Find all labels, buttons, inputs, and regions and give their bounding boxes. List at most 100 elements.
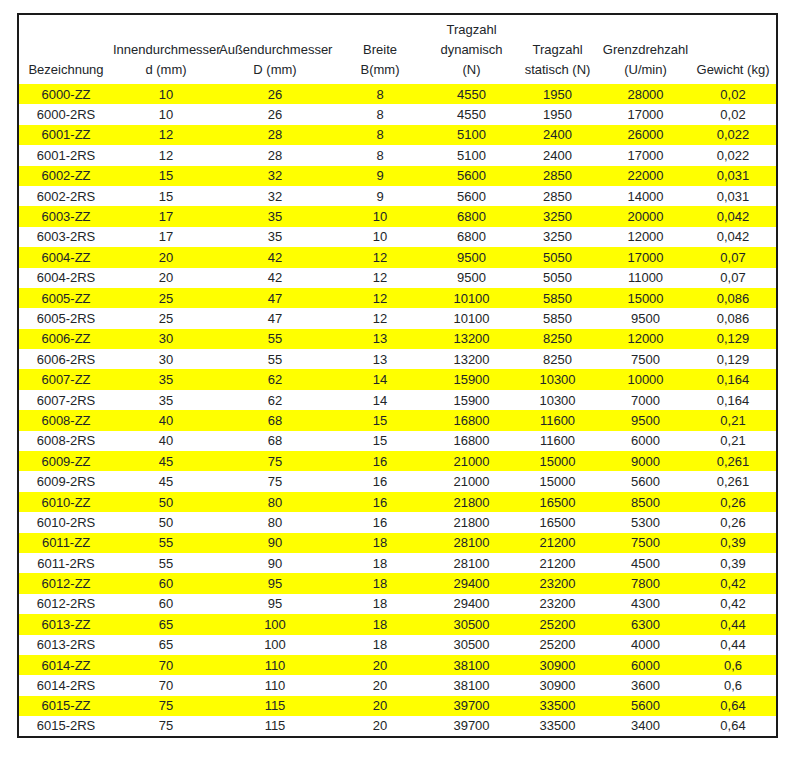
cell-aussendurchmesser: 75 xyxy=(219,451,331,471)
cell-innendurchmesser: 40 xyxy=(113,410,219,430)
cell-tragzahl-statisch: 30900 xyxy=(514,655,601,675)
header-line: Grenzdrehzahl xyxy=(601,40,690,60)
cell-breite: 13 xyxy=(331,349,429,369)
cell-breite: 9 xyxy=(331,166,429,186)
cell-tragzahl-dynamisch: 6800 xyxy=(429,227,514,247)
cell-bezeichnung: 6015-ZZ xyxy=(18,696,113,716)
cell-breite: 16 xyxy=(331,492,429,512)
col-header-gewicht: Gewicht (kg) xyxy=(690,14,777,84)
cell-aussendurchmesser: 68 xyxy=(219,431,331,451)
header-line: B(mm) xyxy=(331,60,429,80)
cell-gewicht: 0,129 xyxy=(690,349,777,369)
cell-tragzahl-statisch: 21200 xyxy=(514,533,601,553)
cell-aussendurchmesser: 95 xyxy=(219,594,331,614)
cell-breite: 8 xyxy=(331,125,429,145)
cell-bezeichnung: 6010-ZZ xyxy=(18,492,113,512)
cell-tragzahl-statisch: 15000 xyxy=(514,471,601,491)
cell-gewicht: 0,07 xyxy=(690,268,777,288)
cell-innendurchmesser: 50 xyxy=(113,492,219,512)
cell-grenzdrehzahl: 11000 xyxy=(601,268,690,288)
cell-tragzahl-statisch: 10300 xyxy=(514,390,601,410)
cell-tragzahl-statisch: 8250 xyxy=(514,349,601,369)
cell-tragzahl-dynamisch: 29400 xyxy=(429,573,514,593)
cell-grenzdrehzahl: 12000 xyxy=(601,329,690,349)
cell-aussendurchmesser: 110 xyxy=(219,655,331,675)
cell-grenzdrehzahl: 7800 xyxy=(601,573,690,593)
cell-bezeichnung: 6006-ZZ xyxy=(18,329,113,349)
cell-gewicht: 0,6 xyxy=(690,675,777,695)
table-row: 6013-ZZ 65 100 18 30500 25200 6300 0,44 xyxy=(18,614,777,634)
bearing-spec-table: Bezeichnung Innendurchmesser d (mm) Auße… xyxy=(17,13,778,738)
cell-grenzdrehzahl: 17000 xyxy=(601,104,690,124)
cell-breite: 18 xyxy=(331,553,429,573)
cell-breite: 18 xyxy=(331,533,429,553)
cell-breite: 20 xyxy=(331,655,429,675)
cell-breite: 14 xyxy=(331,369,429,389)
cell-aussendurchmesser: 26 xyxy=(219,84,331,104)
table-row: 6011-ZZ 55 90 18 28100 21200 7500 0,39 xyxy=(18,533,777,553)
cell-innendurchmesser: 10 xyxy=(113,104,219,124)
table-row: 6002-2RS 15 32 9 5600 2850 14000 0,031 xyxy=(18,186,777,206)
cell-breite: 20 xyxy=(331,675,429,695)
table-row: 6012-ZZ 60 95 18 29400 23200 7800 0,42 xyxy=(18,573,777,593)
cell-bezeichnung: 6007-ZZ xyxy=(18,369,113,389)
cell-tragzahl-statisch: 30900 xyxy=(514,675,601,695)
table-row: 6014-2RS 70 110 20 38100 30900 3600 0,6 xyxy=(18,675,777,695)
cell-breite: 12 xyxy=(331,288,429,308)
cell-aussendurchmesser: 90 xyxy=(219,553,331,573)
cell-tragzahl-statisch: 2850 xyxy=(514,186,601,206)
cell-tragzahl-dynamisch: 9500 xyxy=(429,247,514,267)
cell-gewicht: 0,21 xyxy=(690,431,777,451)
cell-bezeichnung: 6006-2RS xyxy=(18,349,113,369)
cell-tragzahl-statisch: 25200 xyxy=(514,635,601,655)
cell-aussendurchmesser: 55 xyxy=(219,329,331,349)
cell-tragzahl-statisch: 15000 xyxy=(514,451,601,471)
cell-aussendurchmesser: 62 xyxy=(219,390,331,410)
cell-gewicht: 0,21 xyxy=(690,410,777,430)
cell-tragzahl-statisch: 21200 xyxy=(514,553,601,573)
cell-bezeichnung: 6012-ZZ xyxy=(18,573,113,593)
header-line: (N) xyxy=(429,60,514,80)
cell-breite: 12 xyxy=(331,268,429,288)
table-row: 6015-2RS 75 115 20 39700 33500 3400 0,64 xyxy=(18,716,777,736)
col-header-tragzahl-statisch: Tragzahl statisch (N) xyxy=(514,14,601,84)
table-row: 6007-ZZ 35 62 14 15900 10300 10000 0,164 xyxy=(18,369,777,389)
cell-innendurchmesser: 70 xyxy=(113,655,219,675)
cell-tragzahl-dynamisch: 10100 xyxy=(429,308,514,328)
cell-grenzdrehzahl: 4500 xyxy=(601,553,690,573)
cell-bezeichnung: 6000-ZZ xyxy=(18,84,113,104)
cell-grenzdrehzahl: 14000 xyxy=(601,186,690,206)
cell-breite: 12 xyxy=(331,308,429,328)
cell-gewicht: 0,39 xyxy=(690,553,777,573)
cell-grenzdrehzahl: 9500 xyxy=(601,410,690,430)
cell-bezeichnung: 6002-2RS xyxy=(18,186,113,206)
cell-bezeichnung: 6011-2RS xyxy=(18,553,113,573)
table-row: 6001-ZZ 12 28 8 5100 2400 26000 0,022 xyxy=(18,125,777,145)
cell-innendurchmesser: 55 xyxy=(113,533,219,553)
cell-aussendurchmesser: 35 xyxy=(219,227,331,247)
cell-grenzdrehzahl: 20000 xyxy=(601,206,690,226)
cell-breite: 15 xyxy=(331,410,429,430)
table-row: 6006-2RS 30 55 13 13200 8250 7500 0,129 xyxy=(18,349,777,369)
cell-breite: 8 xyxy=(331,104,429,124)
cell-gewicht: 0,086 xyxy=(690,288,777,308)
cell-grenzdrehzahl: 4000 xyxy=(601,635,690,655)
table-row: 6012-2RS 60 95 18 29400 23200 4300 0,42 xyxy=(18,594,777,614)
cell-breite: 18 xyxy=(331,573,429,593)
col-header-grenzdrehzahl: Grenzdrehzahl (U/min) xyxy=(601,14,690,84)
table-row: 6000-ZZ 10 26 8 4550 1950 28000 0,02 xyxy=(18,84,777,104)
cell-innendurchmesser: 15 xyxy=(113,186,219,206)
cell-tragzahl-statisch: 33500 xyxy=(514,716,601,736)
col-header-bezeichnung: Bezeichnung xyxy=(18,14,113,84)
cell-tragzahl-dynamisch: 5600 xyxy=(429,166,514,186)
cell-tragzahl-statisch: 16500 xyxy=(514,492,601,512)
cell-aussendurchmesser: 75 xyxy=(219,471,331,491)
header-line: Gewicht (kg) xyxy=(690,60,776,80)
cell-breite: 15 xyxy=(331,431,429,451)
cell-bezeichnung: 6013-ZZ xyxy=(18,614,113,634)
cell-grenzdrehzahl: 9000 xyxy=(601,451,690,471)
cell-tragzahl-statisch: 33500 xyxy=(514,696,601,716)
header-line: statisch (N) xyxy=(514,60,601,80)
cell-tragzahl-dynamisch: 21800 xyxy=(429,492,514,512)
table-row: 6008-2RS 40 68 15 16800 11600 6000 0,21 xyxy=(18,431,777,451)
